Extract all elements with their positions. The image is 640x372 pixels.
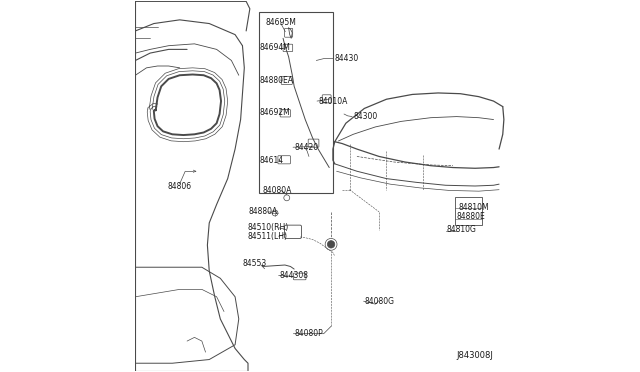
Text: 84510(RH): 84510(RH) xyxy=(247,223,289,232)
Bar xyxy=(455,197,483,225)
Text: 84511(LH): 84511(LH) xyxy=(247,232,287,241)
Text: 84806: 84806 xyxy=(168,182,192,190)
Text: 84810G: 84810G xyxy=(447,225,477,234)
Text: J843008J: J843008J xyxy=(456,351,493,360)
Text: 84430: 84430 xyxy=(335,54,359,63)
Text: 84692M: 84692M xyxy=(259,108,290,118)
Text: 84010A: 84010A xyxy=(318,97,348,106)
Text: 84880EA: 84880EA xyxy=(259,76,293,84)
Text: 84810M: 84810M xyxy=(458,203,489,212)
Text: 84080G: 84080G xyxy=(364,297,394,306)
Text: 84080A: 84080A xyxy=(263,186,292,195)
Text: 844308: 844308 xyxy=(280,271,308,280)
Text: 84300: 84300 xyxy=(353,112,378,121)
Text: 84695M: 84695M xyxy=(266,18,296,27)
Text: 84420: 84420 xyxy=(294,143,318,152)
Text: 84553: 84553 xyxy=(243,259,267,268)
Text: 84880E: 84880E xyxy=(456,212,485,221)
Text: 84880A: 84880A xyxy=(248,207,277,217)
Text: 84694M: 84694M xyxy=(260,44,291,52)
Bar xyxy=(259,13,333,193)
Text: 84614: 84614 xyxy=(260,156,284,166)
Circle shape xyxy=(328,241,335,248)
Text: 84080P: 84080P xyxy=(294,329,323,338)
